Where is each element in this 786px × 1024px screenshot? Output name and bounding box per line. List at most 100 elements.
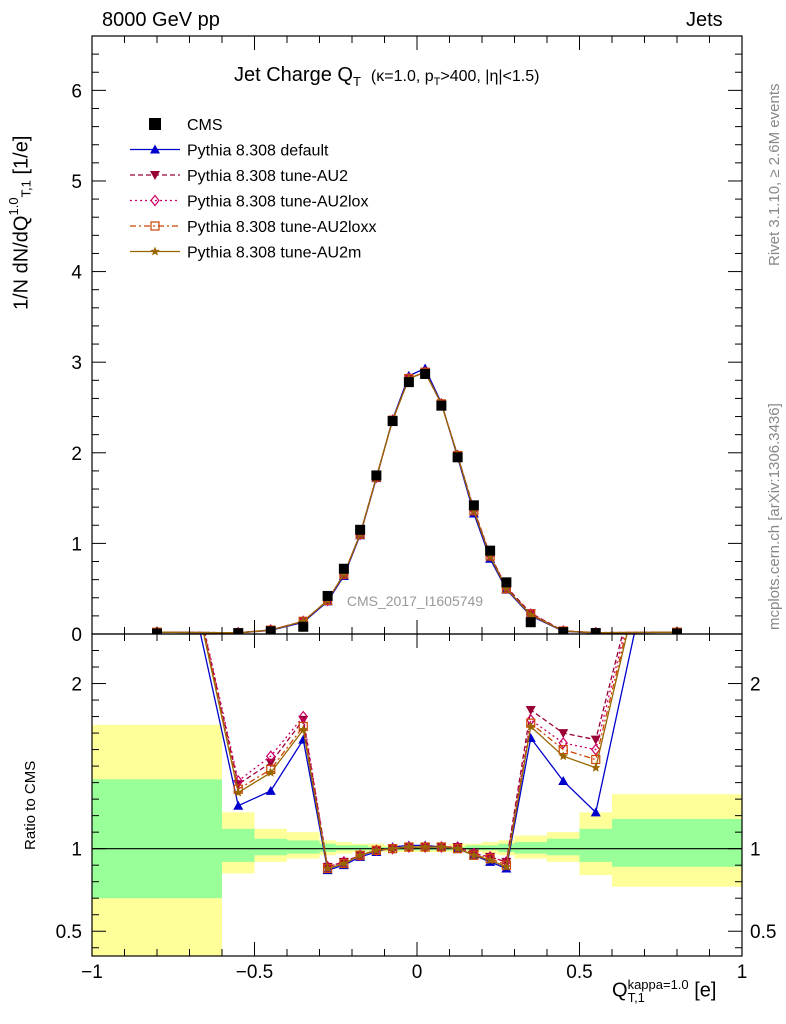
ratio-tick-label: 0.5: [56, 922, 82, 943]
data-point: [265, 767, 276, 777]
y-tick-label: 5: [71, 172, 82, 193]
ratio-line: [203, 634, 628, 870]
legend-entry: Pythia 8.308 tune-AU2: [130, 168, 348, 185]
y-tick-label: 0: [71, 625, 82, 646]
data-point: [590, 735, 601, 745]
data-point: [452, 452, 463, 463]
data-point: [558, 751, 569, 761]
legend-entry: Pythia 8.308 default: [130, 143, 329, 160]
data-point: [265, 785, 276, 795]
data-point: [371, 845, 382, 855]
ratio-bands: [92, 724, 742, 956]
legend-entry: Pythia 8.308 tune-AU2lox: [130, 194, 368, 211]
data-point: [371, 470, 382, 481]
data-point: [149, 118, 161, 130]
header-right: Jets: [686, 9, 723, 31]
legend-label: Pythia 8.308 tune-AU2lox: [187, 194, 368, 211]
series-line: [156, 371, 678, 634]
data-point: [501, 583, 512, 593]
data-point: [355, 524, 366, 535]
ratio-line: [199, 634, 635, 871]
data-point: [590, 762, 601, 772]
cms-points: [152, 368, 682, 634]
data-point: [525, 721, 536, 731]
band-inner: [482, 845, 499, 851]
data-point: [233, 787, 244, 797]
data-point: [339, 858, 349, 868]
y-tick-label: 3: [71, 353, 82, 374]
legend-label: Pythia 8.308 tune-AU2loxx: [187, 219, 376, 236]
band-inner: [319, 843, 336, 852]
data-point: [469, 847, 479, 860]
data-point: [558, 775, 569, 785]
data-point: [403, 377, 414, 388]
band-inner: [254, 838, 287, 856]
data-point: [233, 800, 244, 810]
data-point: [322, 863, 333, 873]
series-ratio-0: [199, 634, 635, 875]
data-point: [150, 144, 160, 154]
data-point: [558, 737, 569, 749]
y-tick-label: 2: [71, 444, 82, 465]
y-tick-label: 4: [71, 263, 82, 284]
data-point: [265, 626, 276, 634]
data-point: [525, 609, 536, 620]
data-point: [150, 194, 160, 207]
band-inner: [579, 828, 612, 862]
legend-entry: Pythia 8.308 tune-AU2loxx: [130, 219, 376, 236]
data-point: [436, 842, 447, 852]
data-point: [558, 729, 569, 739]
legend-label: Pythia 8.308 default: [187, 143, 329, 160]
band-inner: [547, 838, 580, 856]
data-point: [469, 850, 479, 860]
ratio-tick-label-right: 1: [750, 840, 761, 861]
data-point: [501, 577, 512, 588]
data-point: [387, 843, 398, 853]
data-point: [150, 171, 160, 180]
data-point: [420, 842, 430, 852]
series-ratio-4: [203, 634, 628, 873]
chart-title: Jet Charge QT (κ=1.0, pT>400, |η|<1.5): [234, 64, 539, 89]
x-tick-label: 0: [412, 962, 423, 983]
x-tick-label: −1: [81, 962, 103, 983]
data-point: [322, 590, 333, 601]
band-inner: [92, 779, 222, 899]
data-point: [590, 807, 601, 817]
data-point: [298, 616, 309, 626]
ratio-tick-label-right: 2: [750, 675, 761, 696]
header-left: 8000 GeV pp: [102, 9, 220, 31]
data-point: [298, 710, 309, 723]
band-inner: [335, 845, 352, 851]
legend-entry: Pythia 8.308 tune-AU2m: [130, 245, 361, 262]
x-tick-label: 0.5: [566, 962, 592, 983]
data-point: [150, 246, 160, 256]
x-tick-label: 1: [737, 962, 748, 983]
y-tick-label: 1: [71, 534, 82, 555]
data-point: [436, 400, 447, 411]
data-point: [150, 221, 160, 231]
data-point: [452, 843, 463, 853]
legend-entry: CMS: [149, 117, 223, 134]
data-point: [322, 860, 333, 873]
data-point: [265, 758, 276, 768]
data-point: [468, 500, 479, 511]
ratio-tick-label-right: 0.5: [750, 922, 776, 943]
data-point: [485, 855, 495, 865]
title-main: Jet Charge Q: [234, 64, 353, 86]
legend-label: Pythia 8.308 tune-AU2m: [187, 245, 361, 262]
data-point: [387, 416, 398, 427]
data-point: [298, 621, 309, 632]
title-sub: T: [352, 74, 361, 89]
data-point: [265, 750, 276, 763]
band-inner: [222, 828, 255, 862]
ratio-tick-label: 2: [71, 675, 82, 696]
data-point: [339, 855, 349, 868]
data-point: [525, 617, 536, 628]
data-point: [338, 563, 349, 574]
legend-label: CMS: [187, 117, 223, 134]
data-point: [355, 850, 365, 860]
data-point: [590, 628, 601, 634]
data-point: [298, 724, 309, 734]
